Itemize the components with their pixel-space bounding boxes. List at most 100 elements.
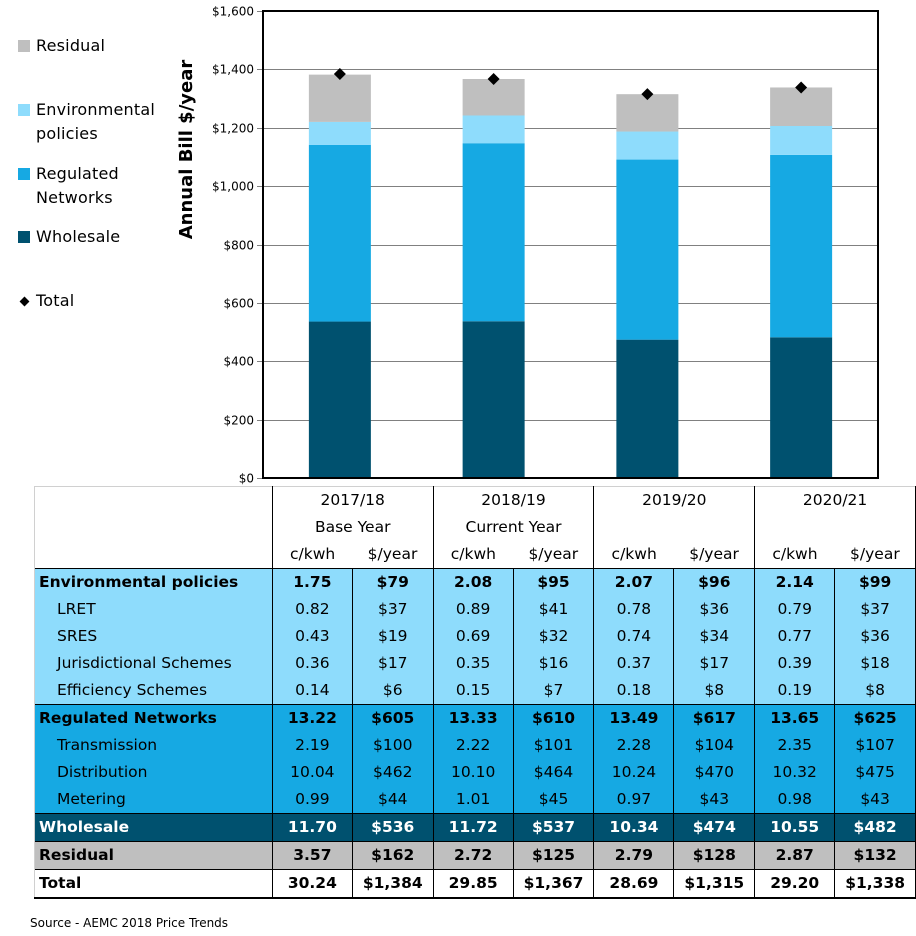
cell-dollars-per-year: $107	[834, 732, 916, 759]
source-note: Source - AEMC 2018 Price Trends	[30, 916, 229, 930]
y-axis-label: Annual Bill $/year	[176, 60, 197, 240]
cell-dollars-per-year: $96	[673, 568, 756, 596]
header-blank	[34, 514, 273, 541]
header-year: 2020/21	[754, 486, 916, 514]
header-year: 2017/18	[271, 486, 434, 514]
row-label: Environmental policies	[34, 568, 273, 596]
header-unit: $/year	[834, 541, 916, 569]
y-tick-label: $0	[239, 472, 254, 486]
header-blank	[34, 541, 273, 569]
bar-segment-regulated-networks-2020-21	[770, 154, 833, 338]
legend-swatch-wholesale	[18, 231, 30, 243]
header-row-years: 2017/18 2018/19 2019/20 2020/21	[34, 486, 916, 514]
cell-dollars-per-year: $537	[512, 813, 595, 842]
cell-c-per-kwh: 0.78	[593, 596, 675, 623]
cell-c-per-kwh: 2.14	[754, 568, 836, 596]
cell-c-per-kwh: 0.14	[271, 677, 353, 705]
cell-c-per-kwh: 10.34	[593, 813, 675, 842]
cell-dollars-per-year: $536	[351, 813, 434, 842]
legend-label: Environmental policies	[36, 100, 156, 143]
cell-c-per-kwh: 2.28	[593, 732, 675, 759]
cell-dollars-per-year: $104	[673, 732, 756, 759]
cell-dollars-per-year: $99	[834, 568, 916, 596]
table-row-transmission: Transmission 2.19 $100 2.22 $101 2.28 $104 2.35…	[34, 732, 916, 759]
table-row-regulated-networks: Regulated Networks 13.22 $605 13.33 $610 13.4…	[34, 704, 916, 732]
cell-c-per-kwh: 2.07	[593, 568, 675, 596]
cell-dollars-per-year: $18	[834, 650, 916, 677]
row-label: Efficiency Schemes	[34, 677, 273, 705]
table-row-environmental-policies: Environmental policies 1.75 $79 2.08 $95 2.07…	[34, 568, 916, 596]
cell-dollars-per-year: $470	[673, 759, 756, 786]
cell-c-per-kwh: 0.77	[754, 623, 836, 650]
legend-item-environmental-policies: Environmental policies	[18, 98, 178, 146]
cell-dollars-per-year: $44	[351, 786, 434, 814]
cell-dollars-per-year: $43	[673, 786, 756, 814]
header-row-notes: Base Year Current Year	[34, 514, 916, 541]
header-year: 2019/20	[593, 486, 756, 514]
cell-c-per-kwh: 0.39	[754, 650, 836, 677]
legend-swatch-environmental	[18, 104, 30, 116]
legend-swatch-regulated	[18, 168, 30, 180]
cell-dollars-per-year: $125	[512, 841, 595, 870]
cell-dollars-per-year: $17	[351, 650, 434, 677]
y-tick-label: $1,600	[212, 5, 254, 19]
cell-c-per-kwh: 0.37	[593, 650, 675, 677]
total-markers	[333, 68, 808, 101]
cell-dollars-per-year: $1,315	[673, 869, 756, 899]
table-row-metering: Metering 0.99 $44 1.01 $45 0.97 $43 0.98 $43	[34, 786, 916, 814]
cell-dollars-per-year: $17	[673, 650, 756, 677]
cell-dollars-per-year: $610	[512, 704, 595, 732]
bar-segment-residual-2018-19	[462, 79, 525, 116]
legend-item-wholesale: Wholesale	[18, 225, 120, 249]
header-unit: $/year	[673, 541, 756, 569]
table-row-sres: SRES 0.43 $19 0.69 $32 0.74 $34 0.77 $36	[34, 623, 916, 650]
y-tick-label: $1,200	[212, 122, 254, 136]
bar-segment-residual-2020-21	[770, 87, 833, 126]
cell-c-per-kwh: 0.82	[271, 596, 353, 623]
cell-dollars-per-year: $45	[512, 786, 595, 814]
cell-dollars-per-year: $37	[351, 596, 434, 623]
total-marker-2020-21	[795, 81, 808, 94]
cell-c-per-kwh: 1.01	[432, 786, 514, 814]
cell-dollars-per-year: $474	[673, 813, 756, 842]
table-row-residual: Residual 3.57 $162 2.72 $125 2.79 $128 2.87 $132	[34, 841, 916, 870]
header-unit: c/kwh	[593, 541, 674, 569]
cell-c-per-kwh: 2.08	[432, 568, 514, 596]
cell-dollars-per-year: $19	[351, 623, 434, 650]
row-label: Total	[34, 869, 273, 899]
cell-c-per-kwh: 0.19	[754, 677, 836, 705]
row-label: LRET	[34, 596, 273, 623]
row-label: Regulated Networks	[34, 704, 273, 732]
cell-c-per-kwh: 0.99	[271, 786, 353, 814]
cell-c-per-kwh: 0.43	[271, 623, 353, 650]
legend-label: Regulated Networks	[36, 164, 119, 207]
header-unit: $/year	[352, 541, 434, 569]
table-row-total: Total 30.24 $1,384 29.85 $1,367 28.69 $1,315 29…	[34, 869, 916, 899]
cell-c-per-kwh: 2.22	[432, 732, 514, 759]
chart-canvas: $0 $200 $400 $600 $800 $1,000 $1,200 $1,400 $1,6…	[176, 5, 879, 486]
legend-label: Total	[36, 291, 75, 310]
row-label: Residual	[34, 841, 273, 870]
cell-dollars-per-year: $16	[512, 650, 595, 677]
cell-c-per-kwh: 2.87	[754, 841, 836, 870]
bill-breakdown-table: 2017/18 2018/19 2019/20 2020/21 Base Yea…	[34, 486, 916, 899]
cell-c-per-kwh: 11.70	[271, 813, 353, 842]
cell-dollars-per-year: $8	[673, 677, 756, 705]
y-tick-label: $600	[223, 297, 254, 311]
cell-dollars-per-year: $162	[351, 841, 434, 870]
bar-segment-wholesale-2017-18	[308, 321, 371, 478]
cell-c-per-kwh: 30.24	[271, 869, 353, 899]
cell-c-per-kwh: 28.69	[593, 869, 675, 899]
legend-label: Residual	[36, 36, 106, 55]
cell-c-per-kwh: 10.32	[754, 759, 836, 786]
header-note	[754, 514, 916, 541]
cell-c-per-kwh: 10.10	[432, 759, 514, 786]
cell-c-per-kwh: 13.33	[432, 704, 514, 732]
header-note	[593, 514, 756, 541]
cell-c-per-kwh: 29.20	[754, 869, 836, 899]
cell-dollars-per-year: $37	[834, 596, 916, 623]
cell-c-per-kwh: 0.18	[593, 677, 675, 705]
bar-segment-regulated-networks-2018-19	[462, 143, 525, 322]
bar-segment-environmental-policies-2017-18	[308, 121, 371, 145]
total-marker-2017-18	[333, 68, 346, 81]
